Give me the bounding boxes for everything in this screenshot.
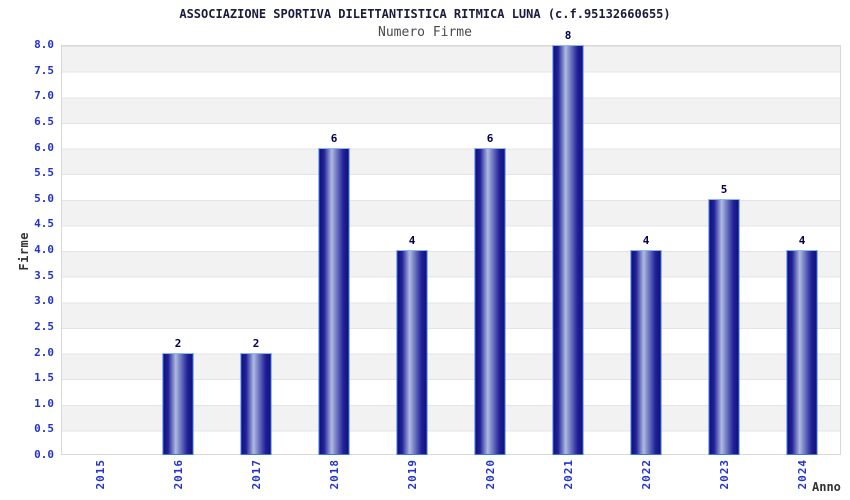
bar-slot: 5 bbox=[685, 45, 763, 455]
x-tick: 2015 bbox=[61, 459, 139, 499]
chart-subtitle: Numero Firme bbox=[378, 25, 472, 40]
bar bbox=[240, 352, 272, 455]
y-tick-label: 5.5 bbox=[34, 166, 54, 180]
bar-value-label: 2 bbox=[174, 336, 182, 350]
bar-value-label: 6 bbox=[330, 131, 338, 145]
x-tick-label: 2016 bbox=[171, 459, 185, 490]
bar-value-label: 8 bbox=[564, 29, 572, 42]
x-tick-label: 2020 bbox=[483, 459, 497, 490]
x-tick: 2017 bbox=[217, 459, 295, 499]
bar-slot: 6 bbox=[295, 45, 373, 455]
x-tick-label: 2017 bbox=[249, 459, 263, 490]
x-tick-label: 2015 bbox=[93, 459, 107, 490]
y-tick-label: 4.0 bbox=[34, 243, 54, 256]
bar bbox=[552, 45, 584, 455]
x-tick: 2020 bbox=[451, 459, 529, 499]
x-tick-label: 2022 bbox=[639, 459, 653, 490]
bar-slot: 4 bbox=[763, 45, 841, 455]
bar bbox=[786, 250, 818, 455]
x-tick: 2022 bbox=[607, 459, 685, 499]
bar-value-label: 2 bbox=[252, 336, 260, 350]
bar-slot: 8 bbox=[529, 30, 607, 455]
bars-container: 2 2 6 4 6 8 4 5 4 bbox=[61, 30, 841, 455]
bar-value-label: 6 bbox=[486, 131, 494, 145]
y-tick-label: 4.5 bbox=[34, 217, 54, 231]
bar bbox=[318, 147, 350, 455]
bar-slot: 6 bbox=[451, 45, 529, 455]
x-tick: 2021 bbox=[529, 459, 607, 499]
y-tick-label: 0.0 bbox=[34, 448, 54, 461]
bar-value-label: 4 bbox=[798, 234, 806, 247]
bar-slot: 2 bbox=[139, 45, 217, 455]
y-axis-title: Firme bbox=[17, 232, 31, 271]
bar-slot: 4 bbox=[607, 45, 685, 455]
y-tick-label: 3.0 bbox=[34, 294, 54, 308]
chart-title: ASSOCIAZIONE SPORTIVA DILETTANTISTICA RI… bbox=[179, 7, 671, 21]
bar-value-label: 4 bbox=[642, 234, 650, 247]
y-tick-label: 6.0 bbox=[34, 140, 54, 154]
y-tick-label: 2.5 bbox=[34, 319, 54, 333]
bar bbox=[708, 198, 740, 455]
bar-slot: 2 bbox=[217, 45, 295, 455]
y-tick-label: 3.5 bbox=[34, 268, 54, 282]
bar bbox=[630, 250, 662, 455]
bar bbox=[396, 250, 428, 455]
bar bbox=[474, 147, 506, 455]
y-tick-label: 0.5 bbox=[34, 422, 54, 436]
x-tick-label: 2024 bbox=[795, 459, 809, 490]
y-tick-label: 2.0 bbox=[34, 345, 54, 359]
x-tick: 2016 bbox=[139, 459, 217, 499]
x-tick: 2018 bbox=[295, 459, 373, 499]
y-tick-label: 5.0 bbox=[34, 191, 54, 205]
x-tick-label: 2021 bbox=[561, 459, 575, 490]
y-tick-label: 6.5 bbox=[34, 114, 54, 128]
x-tick: 2019 bbox=[373, 459, 451, 499]
x-tick-label: 2018 bbox=[327, 459, 341, 490]
y-tick-label: 1.0 bbox=[34, 396, 54, 410]
y-tick-label: 7.0 bbox=[34, 89, 54, 103]
bar-slot: 4 bbox=[373, 45, 451, 455]
y-tick-label: 1.5 bbox=[34, 371, 54, 385]
x-tick: 2023 bbox=[685, 459, 763, 499]
x-axis-ticks: 2015 2016 2017 2018 2019 2020 2021 2022 2023 2024 bbox=[61, 459, 841, 499]
x-tick-label: 2023 bbox=[717, 459, 731, 490]
bar bbox=[162, 352, 194, 455]
bar-value-label: 5 bbox=[720, 182, 728, 196]
bar-slot bbox=[61, 45, 139, 455]
x-axis-title: Anno bbox=[812, 480, 841, 494]
y-tick-label: 7.5 bbox=[34, 63, 54, 77]
y-tick-label: 8.0 bbox=[34, 38, 54, 51]
bar-value-label: 4 bbox=[408, 234, 416, 247]
x-tick-label: 2019 bbox=[405, 459, 419, 490]
